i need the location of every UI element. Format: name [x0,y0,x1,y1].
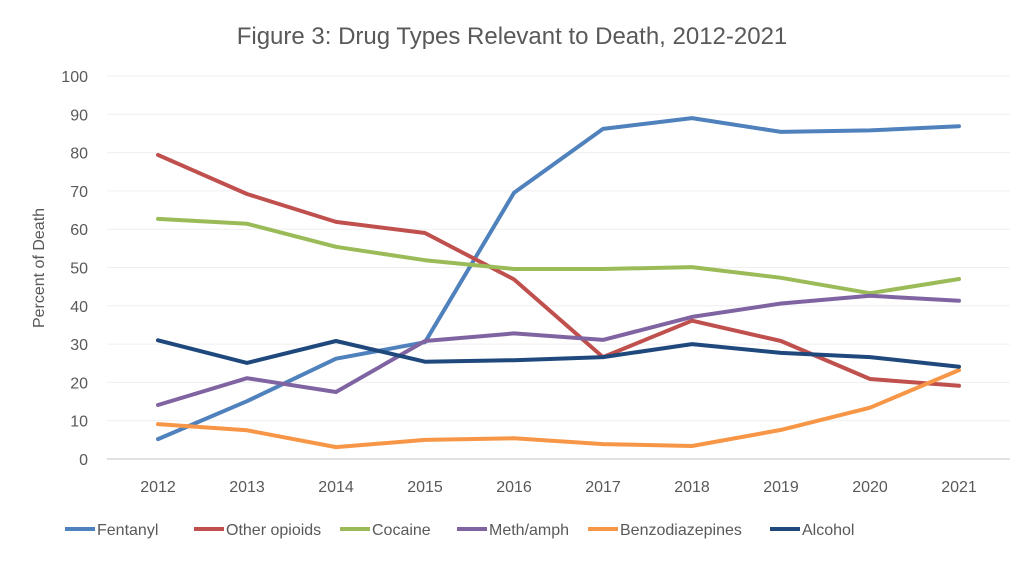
y-tick-label: 90 [70,107,88,124]
y-tick-label: 30 [70,337,88,354]
x-tick-label: 2016 [496,479,532,496]
x-tick-label: 2013 [229,479,265,496]
legend-item: Alcohol [770,522,854,539]
y-tick-label: 20 [70,375,88,392]
y-tick-label: 100 [61,69,88,86]
legend-label: Benzodiazepines [620,522,742,539]
series-line-cocaine [156,216,961,296]
legend-label: Cocaine [372,522,431,539]
legend-item: Fentanyl [65,522,158,539]
series-line-benzodiazepines [156,368,961,450]
y-tick-label: 70 [70,184,88,201]
y-tick-label: 50 [70,261,88,278]
y-tick-label: 10 [70,414,88,431]
series-line-fentanyl [156,116,961,442]
y-tick-label: 40 [70,299,88,316]
x-tick-label: 2012 [140,479,176,496]
x-tick-label: 2017 [585,479,621,496]
y-tick-label: 0 [79,452,88,469]
x-tick-label: 2020 [852,479,888,496]
series-line-meth-amph [156,293,961,407]
x-tick-label: 2018 [674,479,710,496]
series-line-other-opioids [156,152,961,388]
legend-label: Fentanyl [97,522,158,539]
chart-title: Figure 3: Drug Types Relevant to Death, … [237,23,788,50]
legend-label: Meth/amph [489,522,569,539]
y-tick-label: 80 [70,146,88,163]
x-tick-label: 2019 [763,479,799,496]
series-line-alcohol [156,338,961,369]
legend-label: Other opioids [226,522,321,539]
legend-item: Other opioids [194,522,321,539]
y-axis-label: Percent of Death [31,208,48,328]
x-tick-label: 2014 [318,479,354,496]
legend-label: Alcohol [802,522,854,539]
legend-item: Meth/amph [457,522,569,539]
legend-item: Cocaine [340,522,431,539]
x-tick-label: 2015 [407,479,443,496]
y-tick-label: 60 [70,222,88,239]
legend-item: Benzodiazepines [588,522,742,539]
x-tick-label: 2021 [941,479,977,496]
